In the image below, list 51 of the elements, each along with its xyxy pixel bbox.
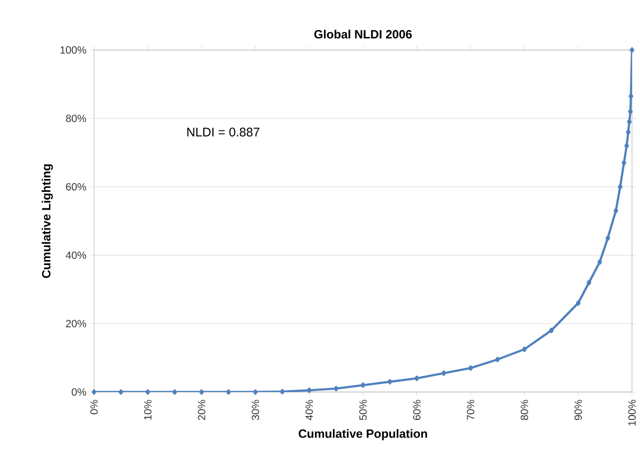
point (334, 386, 338, 392)
x-tick-label: 70% (466, 400, 474, 420)
annotation: NLDI = 0.887 (187, 128, 260, 136)
point (118, 389, 124, 395)
point (549, 328, 554, 334)
point (624, 143, 629, 148)
point (586, 280, 592, 286)
point (414, 376, 420, 382)
x-tick-label: 80% (520, 400, 528, 420)
x-tick-label: 50% (359, 400, 367, 420)
point (495, 356, 500, 362)
point (172, 389, 177, 395)
x-tick-label: 40% (306, 400, 313, 420)
x-tick-label: 0% (90, 400, 98, 414)
point (92, 389, 96, 395)
point (522, 346, 527, 352)
point (226, 389, 231, 395)
point (253, 389, 258, 395)
point (606, 235, 610, 241)
point (618, 184, 622, 190)
point (388, 379, 392, 384)
y-tick-label: 100% (60, 46, 86, 54)
chart-title: Global NLDI 2006 (314, 30, 412, 38)
x-tick-label: 20% (198, 400, 206, 420)
y-tick-label: 60% (66, 183, 86, 191)
x-tick-label: 10% (144, 400, 152, 420)
point (360, 382, 366, 388)
x-tick-label: 60% (413, 400, 421, 420)
point (576, 300, 581, 306)
point (614, 208, 618, 214)
point (597, 259, 602, 265)
point (280, 388, 285, 394)
point (199, 389, 204, 395)
point (306, 388, 312, 393)
point (626, 129, 631, 135)
x-tick-label: 90% (574, 400, 582, 420)
point (630, 47, 634, 53)
x-axis-title: Cumulative Population (298, 429, 428, 440)
x-tick-label: 100% (628, 400, 636, 426)
point (628, 108, 633, 114)
y-tick-label: 20% (66, 320, 86, 328)
x-tick-label: 30% (252, 400, 260, 420)
point (146, 389, 150, 395)
y-tick-label: 40% (66, 252, 86, 259)
y-axis-title: Cumulative Lighting (42, 164, 53, 278)
y-tick-label: 0% (72, 388, 86, 396)
y-tick-label: 80% (66, 114, 86, 122)
point (627, 119, 632, 125)
point (441, 370, 446, 376)
point (622, 160, 626, 166)
point (468, 365, 473, 371)
